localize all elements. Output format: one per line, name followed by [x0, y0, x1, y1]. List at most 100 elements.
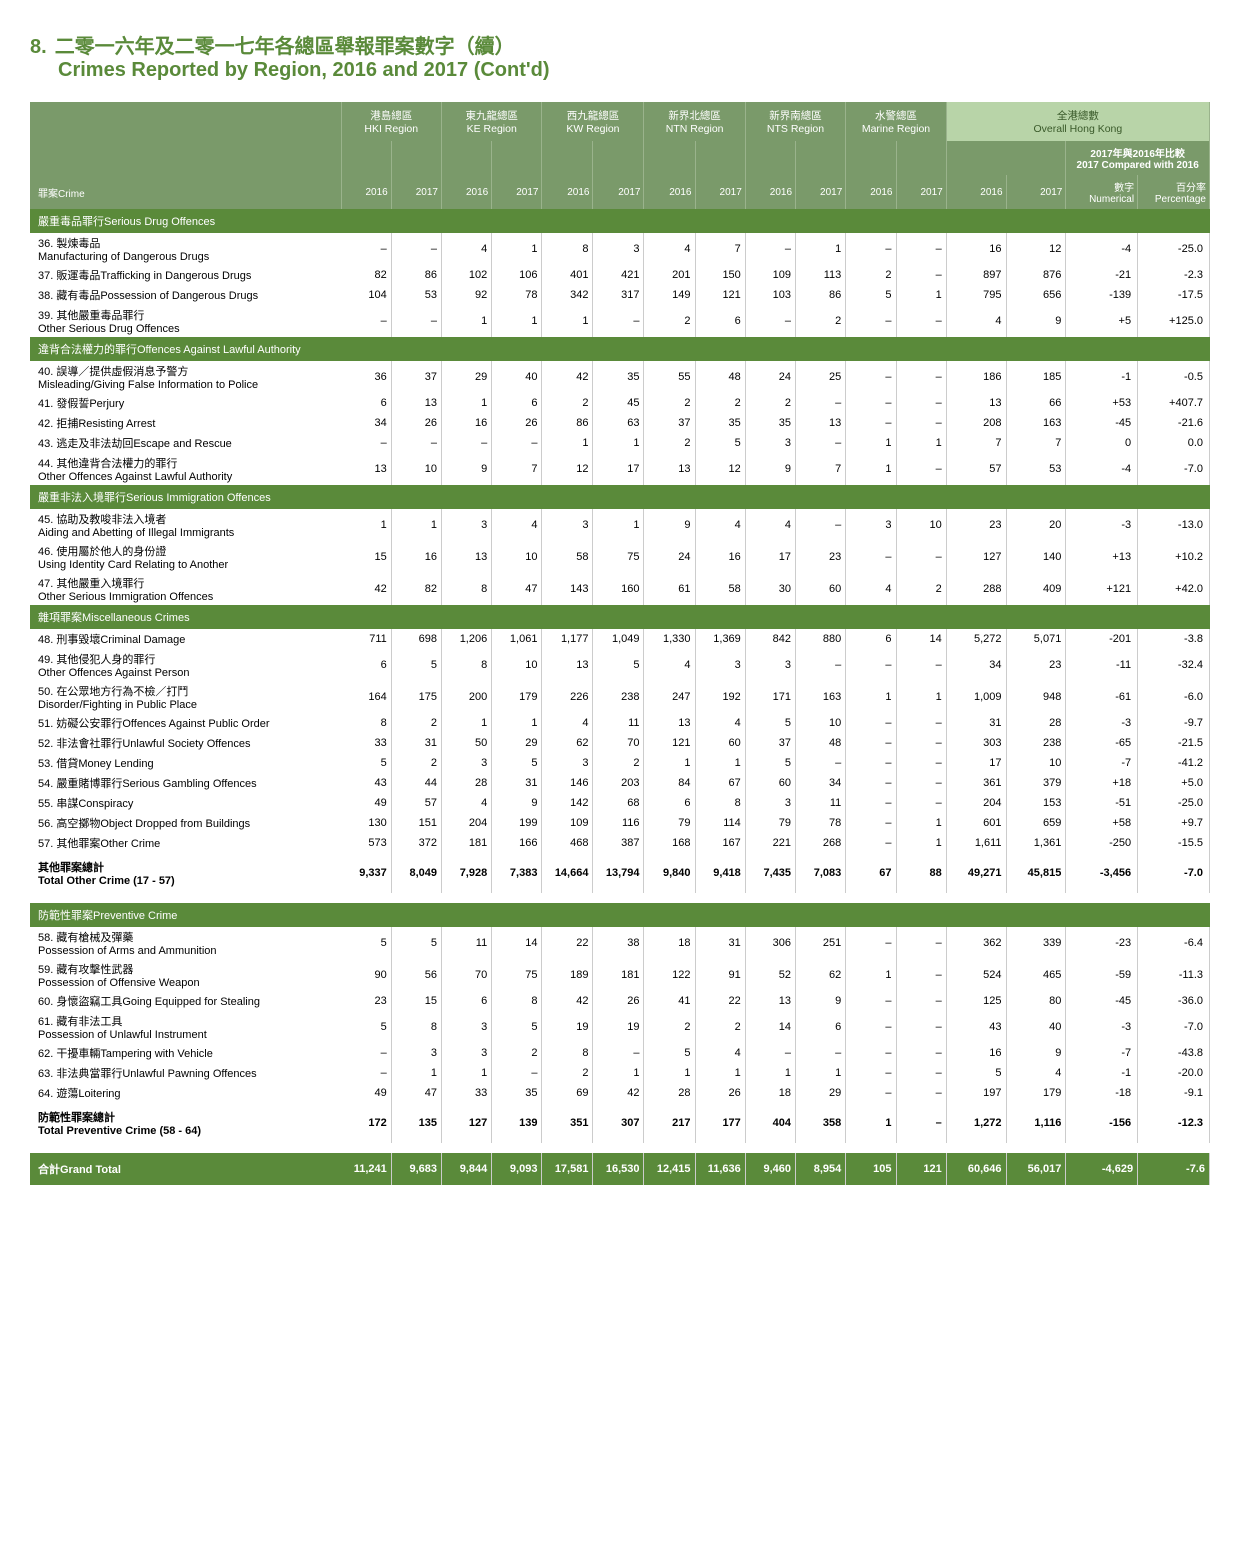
- cell: –: [896, 265, 946, 285]
- cell: 9: [1006, 1043, 1066, 1063]
- cell: 1: [644, 1063, 695, 1083]
- cell: 31: [695, 927, 745, 959]
- crime-label: 44. 其他違背合法權力的罪行Other Offences Against La…: [30, 453, 341, 485]
- table-row: 64. 遊蕩Loitering49473335694228261829––197…: [30, 1083, 1210, 1103]
- cell: 1: [593, 433, 644, 453]
- cell: –: [896, 1043, 946, 1063]
- cell: 17: [745, 541, 795, 573]
- cell: 2: [644, 433, 695, 453]
- cell: 34: [946, 649, 1006, 681]
- cell: 199: [492, 813, 542, 833]
- cell: –: [846, 1011, 896, 1043]
- cell: –: [846, 1083, 896, 1103]
- cell: 33: [441, 1083, 491, 1103]
- cell: 7: [695, 233, 745, 265]
- cell: 13: [946, 393, 1006, 413]
- cell: –: [896, 233, 946, 265]
- cell: 465: [1006, 959, 1066, 991]
- cell: 1: [695, 1063, 745, 1083]
- cell: 1: [846, 959, 896, 991]
- cell: 7,383: [492, 853, 542, 893]
- cell: 56,017: [1006, 1153, 1066, 1185]
- cell: 8,954: [796, 1153, 846, 1185]
- table-row: 44. 其他違背合法權力的罪行Other Offences Against La…: [30, 453, 1210, 485]
- cell: 43: [341, 773, 391, 793]
- crime-label: 61. 藏有非法工具Possession of Unlawful Instrum…: [30, 1011, 341, 1043]
- cell: 8: [542, 233, 593, 265]
- cell: 181: [441, 833, 491, 853]
- cell: 659: [1006, 813, 1066, 833]
- cell: 16: [695, 541, 745, 573]
- crime-label: 43. 逃走及非法劫回Escape and Rescue: [30, 433, 341, 453]
- cell: 67: [695, 773, 745, 793]
- cell: 8: [441, 649, 491, 681]
- cell: 204: [441, 813, 491, 833]
- cell: -32.4: [1138, 649, 1210, 681]
- cell: 0: [1066, 433, 1138, 453]
- cell: 179: [1006, 1083, 1066, 1103]
- cell: 48: [695, 361, 745, 393]
- grand-total-row: 合計Grand Total11,2419,6839,8449,09317,581…: [30, 1153, 1210, 1185]
- cell: 121: [896, 1153, 946, 1185]
- cell: 5,272: [946, 629, 1006, 649]
- cell: 1: [391, 1063, 441, 1083]
- cell: 2: [492, 1043, 542, 1063]
- cell: -11.3: [1138, 959, 1210, 991]
- table-row: 39. 其他嚴重毒品罪行Other Serious Drug Offences–…: [30, 305, 1210, 337]
- cell: 6: [441, 991, 491, 1011]
- cell: -65: [1066, 733, 1138, 753]
- cell: –: [846, 833, 896, 853]
- cell: 5: [745, 753, 795, 773]
- cell: 113: [796, 265, 846, 285]
- cell: 29: [441, 361, 491, 393]
- cell: 23: [341, 991, 391, 1011]
- subtotal-row: 其他罪案總計Total Other Crime (17 - 57)9,3378,…: [30, 853, 1210, 893]
- cell: 75: [593, 541, 644, 573]
- cell: 9,844: [441, 1153, 491, 1185]
- crime-label: 59. 藏有攻擊性武器Possession of Offensive Weapo…: [30, 959, 341, 991]
- cell: 1: [846, 1103, 896, 1143]
- crime-label: 38. 藏有毒品Possession of Dangerous Drugs: [30, 285, 341, 305]
- cell: 7: [1006, 433, 1066, 453]
- cell: 0.0: [1138, 433, 1210, 453]
- cell: 38: [593, 927, 644, 959]
- cell: 5: [341, 753, 391, 773]
- cell: 80: [1006, 991, 1066, 1011]
- cell: 2: [644, 393, 695, 413]
- cell: –: [896, 959, 946, 991]
- cell: 6: [796, 1011, 846, 1043]
- crime-label: 39. 其他嚴重毒品罪行Other Serious Drug Offences: [30, 305, 341, 337]
- cell: -4: [1066, 233, 1138, 265]
- cell: +9.7: [1138, 813, 1210, 833]
- cell: 35: [695, 413, 745, 433]
- cell: 30: [745, 573, 795, 605]
- cell: 339: [1006, 927, 1066, 959]
- cell: -1: [1066, 361, 1138, 393]
- cell: 4: [441, 233, 491, 265]
- cell: 10: [492, 541, 542, 573]
- cell: 8: [441, 573, 491, 605]
- cell: –: [492, 1063, 542, 1083]
- cell: 91: [695, 959, 745, 991]
- cell: 409: [1006, 573, 1066, 605]
- cell: 61: [644, 573, 695, 605]
- cell: 1: [391, 509, 441, 541]
- table-row: 43. 逃走及非法劫回Escape and Rescue––––11253–11…: [30, 433, 1210, 453]
- cell: 14: [745, 1011, 795, 1043]
- cell: -43.8: [1138, 1043, 1210, 1063]
- cell: –: [846, 649, 896, 681]
- cell: 8: [391, 1011, 441, 1043]
- cell: 2: [695, 1011, 745, 1043]
- cell: 2: [796, 305, 846, 337]
- cell: 135: [391, 1103, 441, 1143]
- title-en: Crimes Reported by Region, 2016 and 2017…: [58, 59, 1210, 82]
- cell: 58: [542, 541, 593, 573]
- cell: 3: [745, 649, 795, 681]
- cell: 88: [896, 853, 946, 893]
- cell: 11: [441, 927, 491, 959]
- cell: 35: [492, 1083, 542, 1103]
- cell: 185: [1006, 361, 1066, 393]
- section-header: 防範性罪案Preventive Crime: [30, 903, 1210, 927]
- cell: –: [593, 1043, 644, 1063]
- cell: -12.3: [1138, 1103, 1210, 1143]
